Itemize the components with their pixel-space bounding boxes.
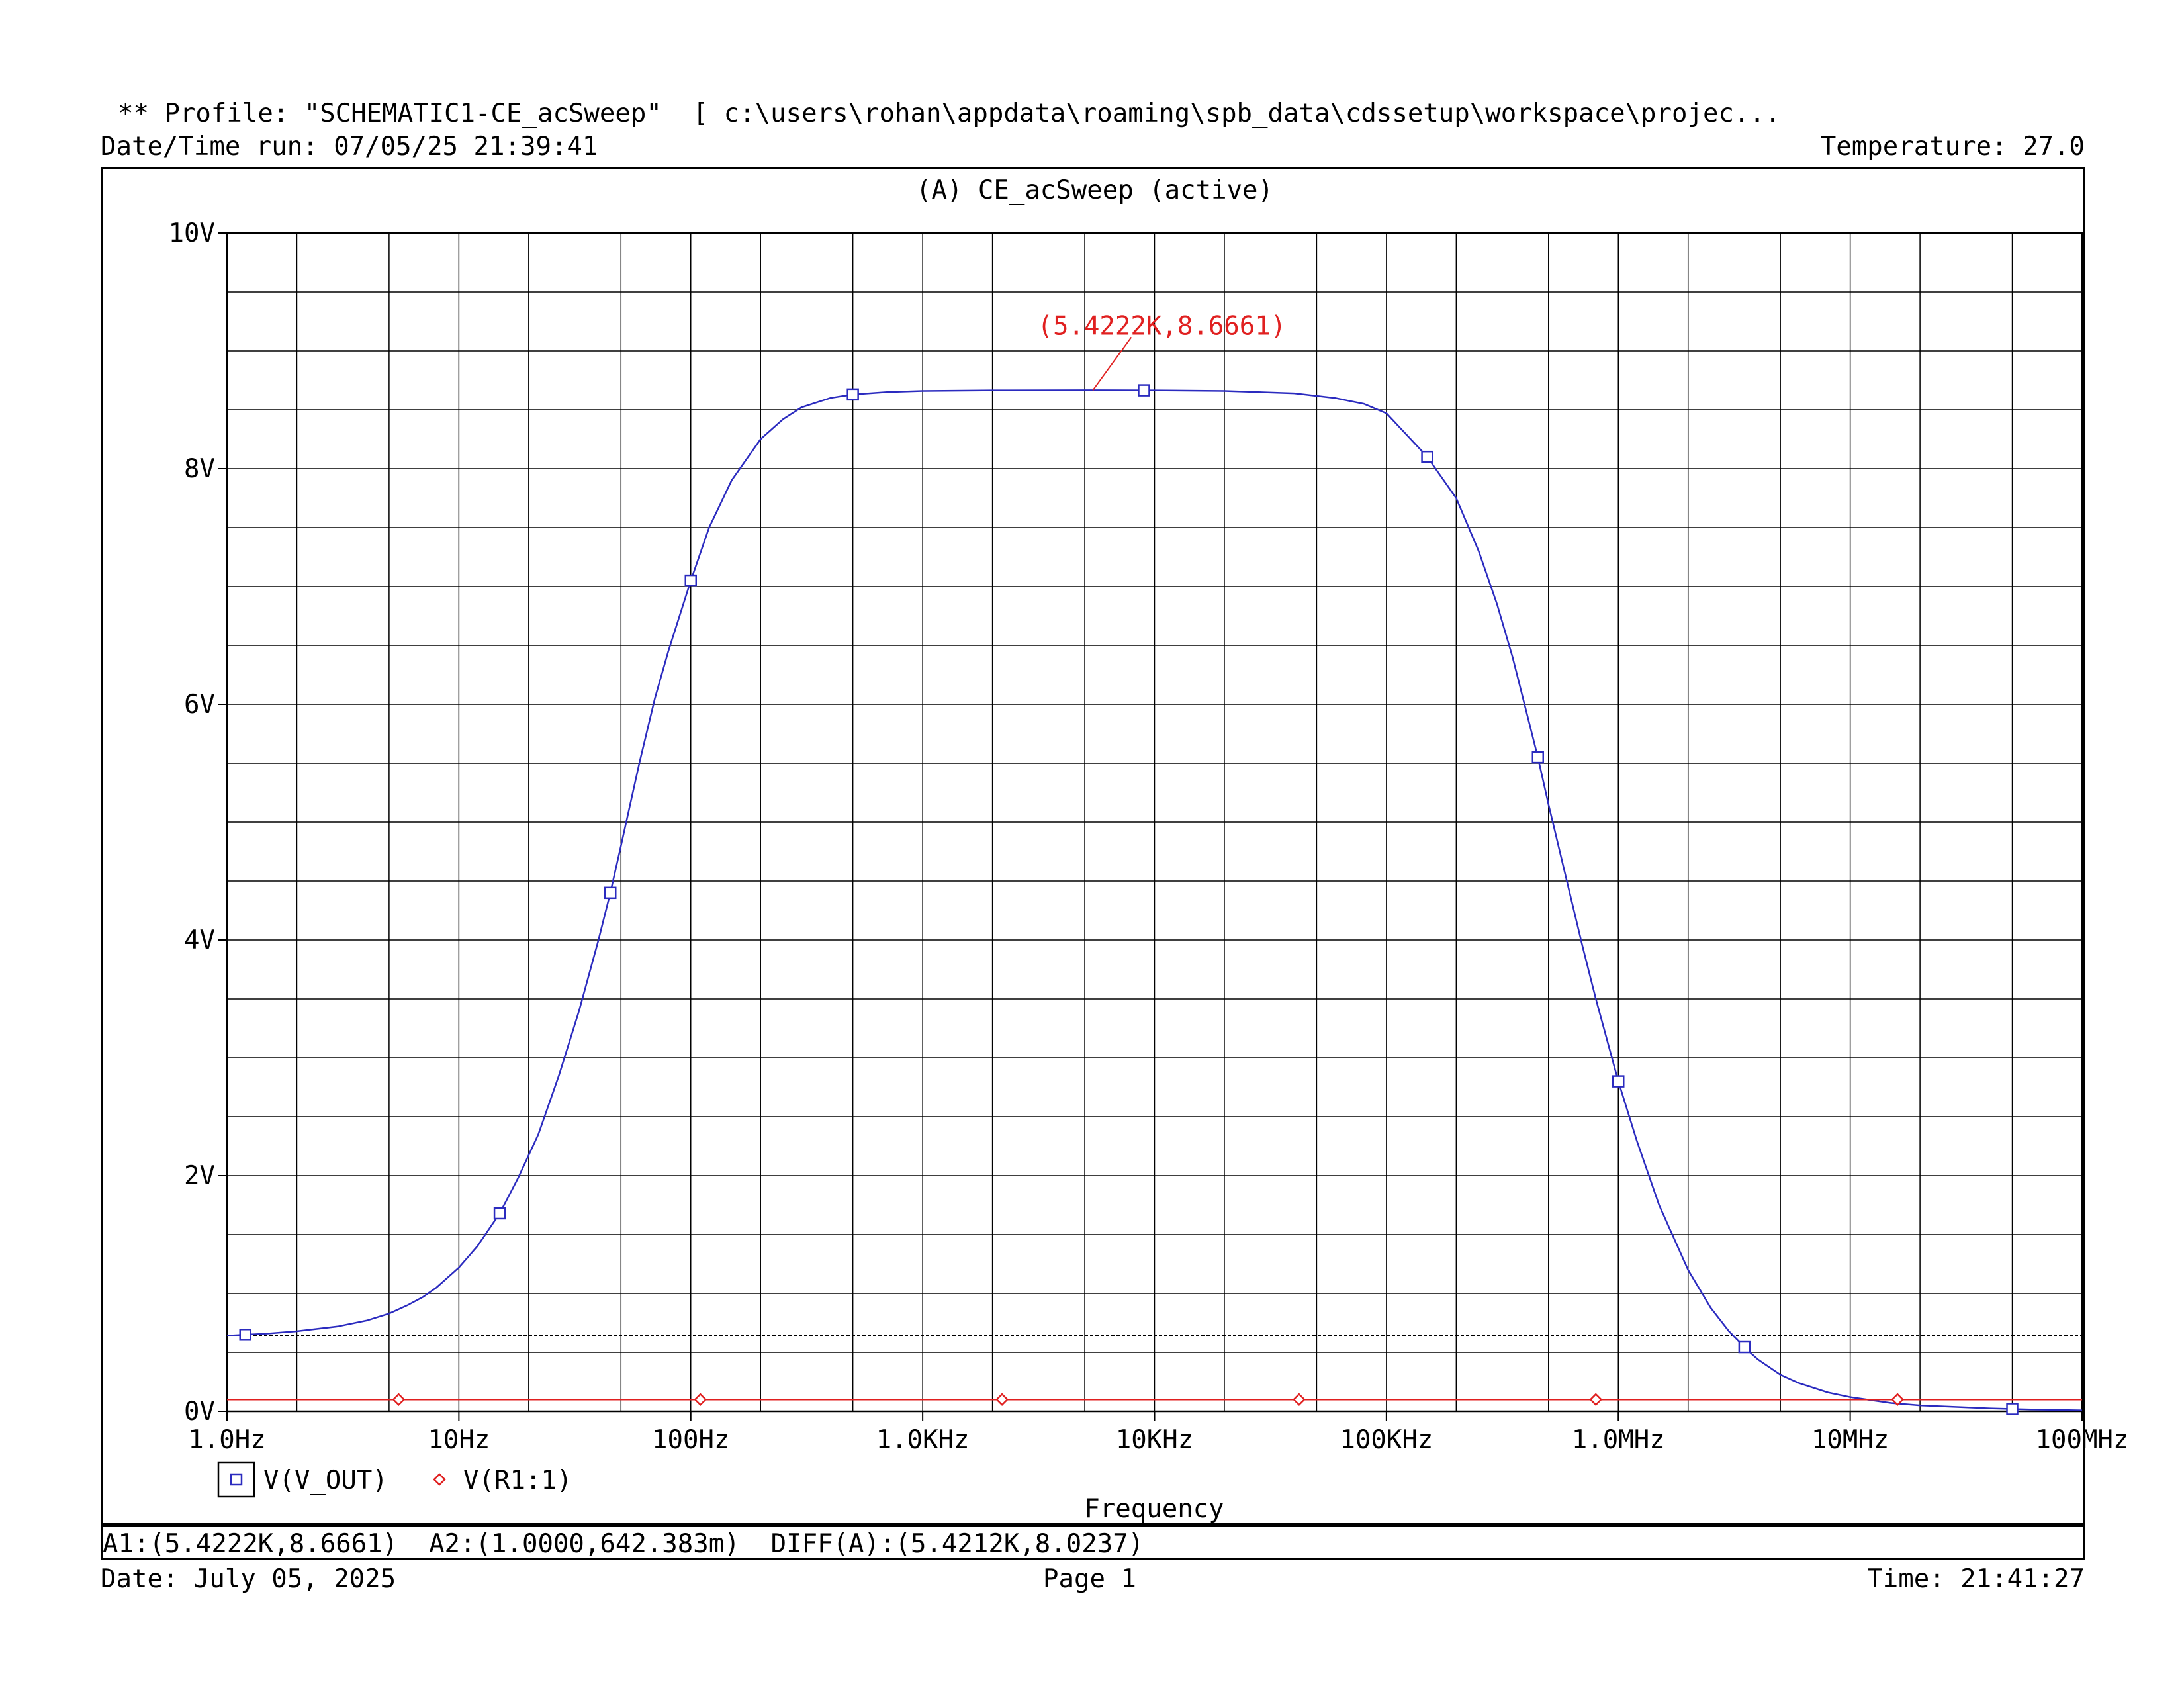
y-tick-label: 2V (184, 1161, 215, 1191)
data-point-v-out (2006, 1403, 2019, 1415)
data-point-v-out (1421, 450, 1433, 463)
datetime-run: Date/Time run: 07/05/25 21:39:41 (101, 132, 598, 162)
x-tick-label: 100MHz (2036, 1425, 2129, 1455)
legend-label-v-r1: V(R1:1) (463, 1466, 572, 1495)
x-tick-label: 100KHz (1340, 1425, 1433, 1455)
data-point-v-out (604, 886, 617, 900)
data-point-v-r1 (1891, 1393, 1904, 1406)
data-point-v-out (1738, 1340, 1751, 1354)
legend-label-v-out: V(V_OUT) (263, 1466, 388, 1495)
profile-line: ** Profile: "SCHEMATIC1-CE_acSweep" [ c:… (118, 99, 1781, 128)
data-point-v-r1 (392, 1393, 406, 1406)
chart-title: (A) CE_acSweep (active) (916, 175, 1273, 205)
y-tick-label: 10V (169, 218, 215, 248)
data-point-v-out (1531, 751, 1544, 764)
data-point-v-r1 (1293, 1393, 1306, 1406)
data-point-v-out (684, 574, 697, 587)
x-tick-label: 10Hz (428, 1425, 490, 1455)
cursor-label-leader (1092, 336, 1132, 391)
y-tick-label: 8V (184, 454, 215, 484)
print-date: Date: July 05, 2025 (101, 1564, 396, 1594)
y-tick-label: 0V (184, 1397, 215, 1427)
data-point-v-out (846, 388, 859, 401)
data-point-v-out (1138, 384, 1150, 397)
plot-window-frame (101, 167, 2085, 1525)
x-tick-label: 10MHz (1811, 1425, 1889, 1455)
cursor-readout: A1:(5.4222K,8.6661) A2:(1.0000,642.383m)… (103, 1529, 1144, 1559)
x-tick-label: 100Hz (652, 1425, 729, 1455)
data-point-v-out (493, 1207, 506, 1220)
x-tick-label: 1.0KHz (876, 1425, 970, 1455)
legend-marker-v-r1 (433, 1473, 446, 1486)
data-point-v-r1 (694, 1393, 707, 1406)
x-tick-label: 1.0MHz (1572, 1425, 1665, 1455)
legend-marker-v-out (230, 1473, 243, 1486)
temperature: Temperature: 27.0 (1820, 132, 2085, 162)
print-time: Time: 21:41:27 (1867, 1564, 2085, 1594)
data-point-v-out (1612, 1075, 1625, 1088)
y-tick-label: 4V (184, 925, 215, 955)
y-tick-label: 6V (184, 690, 215, 720)
x-axis-label: Frequency (1084, 1494, 1224, 1524)
page-number: Page 1 (1043, 1564, 1136, 1594)
legend-selection-box (217, 1461, 255, 1498)
data-point-v-out (239, 1329, 251, 1341)
x-tick-label: 10KHz (1116, 1425, 1193, 1455)
cursor-readout-box: A1:(5.4222K,8.6661) A2:(1.0000,642.383m)… (101, 1525, 2085, 1560)
data-point-v-r1 (995, 1393, 1009, 1406)
x-tick-label: 1.0Hz (188, 1425, 265, 1455)
cursor-label: (5.4222K,8.6661) (1038, 311, 1287, 341)
data-point-v-r1 (1589, 1393, 1603, 1406)
